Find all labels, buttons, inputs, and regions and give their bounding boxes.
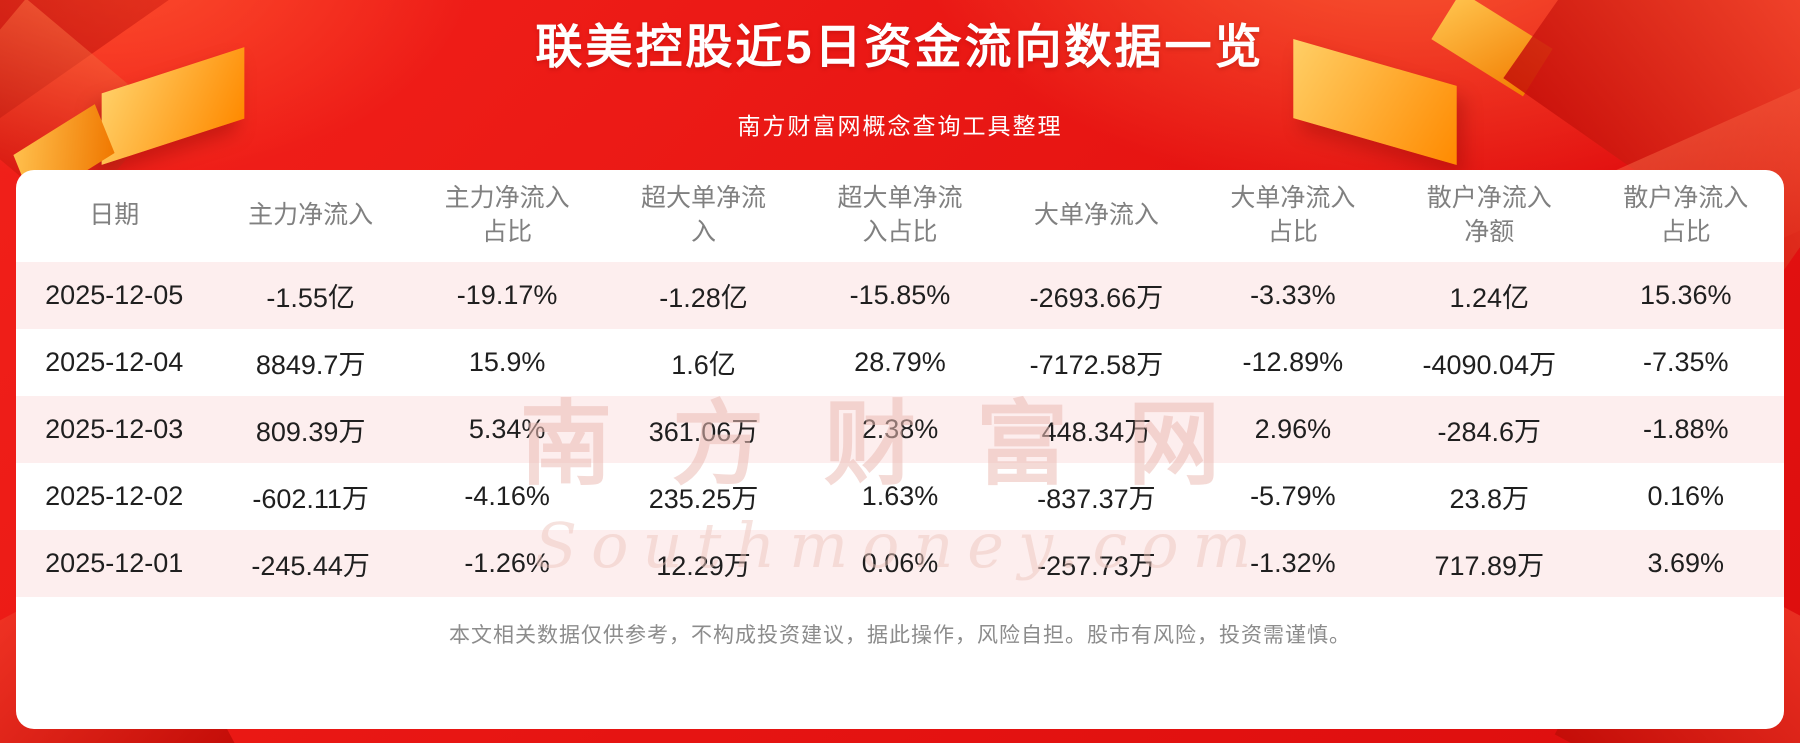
cell-value: 717.89万 (1434, 551, 1545, 581)
cell-value: -4090.04万 (1422, 350, 1557, 380)
cell-date: 2025-12-01 (45, 548, 184, 578)
cell-value: -7.35% (1642, 347, 1729, 377)
cell-value: -284.6万 (1437, 417, 1542, 447)
cell-value: -1.55亿 (266, 283, 355, 313)
cell-value: -3.33% (1250, 280, 1336, 310)
col-header-retail-net-inflow-pct: 散户净流入占比 (1623, 184, 1749, 246)
table-row: 2025-12-03 809.39万 5.34% 361.06万 2.38% 448.34… (16, 396, 1784, 463)
header: 联美控股近5日资金流向数据一览 南方财富网概念查询工具整理 (0, 0, 1800, 141)
table-header-row: 日期 主力净流入 主力净流入占比 超大单净流入 超大单净流入占比 大单净流入 大… (16, 170, 1784, 262)
col-header-large-net-inflow: 大单净流入 (1033, 201, 1159, 230)
cell-date: 2025-12-02 (45, 481, 184, 511)
col-header-large-net-inflow-pct: 大单净流入占比 (1230, 184, 1356, 246)
data-table-card: 南方财富网 Southmoney.com 日期 主力净流入 主力净流入占比 超大… (16, 170, 1784, 729)
table-row: 2025-12-04 8849.7万 15.9% 1.6亿 28.79% -7172.58… (16, 329, 1784, 396)
cell-value: -2693.66万 (1029, 283, 1164, 313)
cell-value: 448.34万 (1041, 417, 1152, 447)
cell-value: -5.79% (1250, 481, 1336, 511)
cell-value: -15.85% (849, 280, 951, 310)
cell-value: -1.32% (1250, 548, 1336, 578)
cell-value: 1.63% (861, 481, 939, 511)
col-header-retail-net-inflow: 散户净流入净额 (1426, 184, 1552, 246)
cell-value: 235.25万 (648, 484, 759, 514)
cell-value: 23.8万 (1449, 484, 1530, 514)
cell-value: -257.73万 (1037, 551, 1156, 581)
cell-value: 2.38% (861, 414, 939, 444)
page-title: 联美控股近5日资金流向数据一览 (535, 20, 1265, 73)
cell-value: 1.6亿 (671, 350, 736, 380)
cell-date: 2025-12-04 (45, 347, 184, 377)
cell-value: 2.96% (1254, 414, 1332, 444)
cell-date: 2025-12-05 (45, 280, 184, 310)
cell-value: -1.88% (1642, 414, 1729, 444)
cell-value: 28.79% (854, 347, 946, 377)
cell-value: -1.26% (464, 548, 550, 578)
table-row: 2025-12-01 -245.44万 -1.26% 12.29万 0.06% -257.… (16, 530, 1784, 597)
cell-value: 8849.7万 (255, 350, 366, 380)
cell-value: -12.89% (1242, 347, 1344, 377)
col-header-main-net-inflow: 主力净流入 (248, 201, 374, 230)
cell-value: -602.11万 (252, 484, 369, 514)
cell-value: -245.44万 (251, 551, 370, 581)
cell-value: -19.17% (456, 280, 558, 310)
cell-value: 3.69% (1647, 548, 1725, 578)
cell-value: -1.28亿 (659, 283, 748, 313)
cell-value: 0.16% (1647, 481, 1725, 511)
cell-value: -4.16% (464, 481, 550, 511)
cell-value: 12.29万 (656, 551, 751, 581)
col-header-superlarge-net-inflow: 超大单净流入 (641, 184, 767, 246)
col-header-date: 日期 (89, 201, 140, 230)
col-header-main-net-inflow-pct: 主力净流入占比 (444, 184, 570, 246)
cell-value: 15.36% (1639, 280, 1732, 310)
cell-value: -837.37万 (1037, 484, 1156, 514)
col-header-superlarge-net-inflow-pct: 超大单净流入占比 (837, 184, 963, 246)
cell-value: 1.24亿 (1449, 283, 1530, 313)
disclaimer-text: 本文相关数据仅供参考，不构成投资建议，据此操作，风险自担。股市有风险，投资需谨慎… (449, 624, 1351, 647)
fund-flow-table: 日期 主力净流入 主力净流入占比 超大单净流入 超大单净流入占比 大单净流入 大… (16, 170, 1784, 597)
page-subtitle: 南方财富网概念查询工具整理 (737, 113, 1063, 140)
cell-value: 361.06万 (648, 417, 759, 447)
cell-value: -7172.58万 (1029, 350, 1164, 380)
cell-value: 5.34% (468, 414, 546, 444)
cell-date: 2025-12-03 (45, 414, 184, 444)
cell-value: 809.39万 (255, 417, 366, 447)
table-row: 2025-12-05 -1.55亿 -19.17% -1.28亿 -15.85% -269… (16, 262, 1784, 329)
table-row: 2025-12-02 -602.11万 -4.16% 235.25万 1.63% -837… (16, 463, 1784, 530)
cell-value: 15.9% (468, 347, 546, 377)
cell-value: 0.06% (861, 548, 939, 578)
